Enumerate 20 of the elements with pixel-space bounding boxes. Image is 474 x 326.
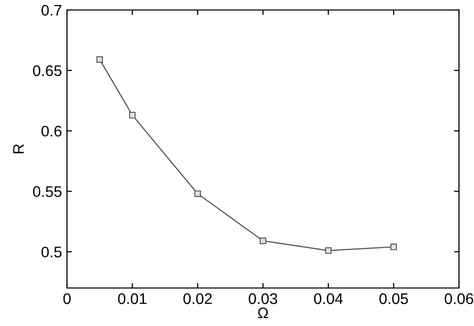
- point: [129, 112, 136, 118]
- y-tick-label: 0.55: [33, 186, 62, 197]
- point: [325, 247, 332, 254]
- x-axis-title: Ω: [258, 308, 268, 318]
- x-tick-label: 0.02: [183, 293, 212, 304]
- x-tick-label: 0.05: [379, 293, 408, 304]
- point: [390, 244, 397, 250]
- point: [260, 238, 266, 244]
- y-axis-title: R: [13, 144, 24, 154]
- x-tick-label: 0.01: [118, 293, 146, 304]
- y-tick-label: 0.65: [33, 65, 62, 76]
- point: [194, 190, 201, 197]
- point: [96, 56, 103, 63]
- y-tick-label: 0.5: [42, 246, 62, 258]
- y-tick-label: 0.7: [42, 4, 62, 16]
- x-tick-label: 0.04: [314, 293, 343, 304]
- x-tick-label: 0.03: [248, 293, 278, 304]
- y-tick-label: 0.6: [42, 126, 62, 137]
- x-tick-label: 0: [63, 293, 71, 304]
- x-tick-label: 0.06: [444, 293, 474, 304]
